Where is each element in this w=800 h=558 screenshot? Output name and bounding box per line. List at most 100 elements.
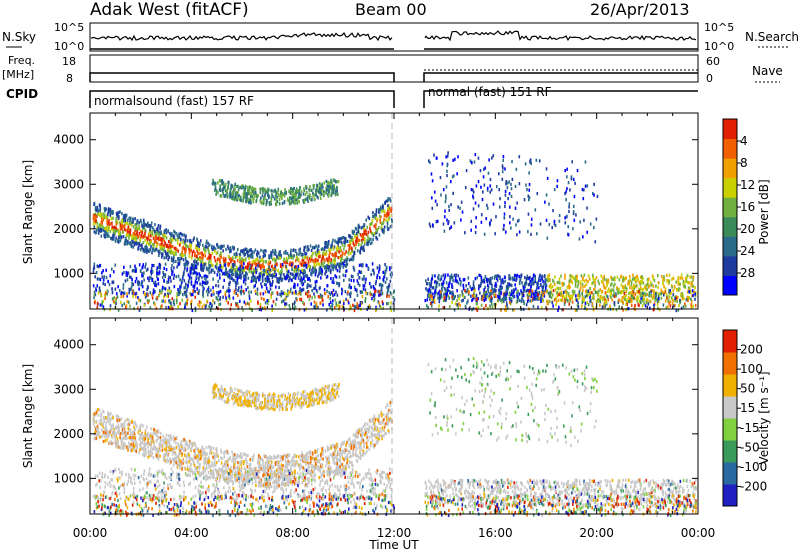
nave-tick-bottom: 0 [706, 72, 713, 85]
range-gate-cell [457, 274, 459, 277]
range-gate-cell [372, 238, 374, 241]
range-gate-cell [320, 197, 322, 200]
range-gate-cell [113, 270, 115, 273]
range-gate-cell [96, 221, 98, 224]
range-gate-cell [519, 278, 521, 281]
nsky-tick-bottom: 10^0 [54, 40, 84, 53]
range-gate-cell [313, 292, 315, 295]
range-gate-cell [504, 201, 506, 204]
range-gate-cell [584, 285, 586, 288]
range-gate-cell [381, 210, 383, 213]
range-gate-cell [528, 171, 530, 174]
range-gate-cell [184, 266, 186, 269]
range-gate-cell [154, 248, 156, 251]
range-gate-cell [597, 195, 599, 198]
range-gate-cell [223, 257, 225, 260]
range-gate-cell [538, 297, 540, 300]
range-gate-cell [327, 295, 329, 298]
range-gate-cell [634, 292, 636, 295]
range-gate-cell [357, 302, 359, 305]
range-gate-cell [271, 189, 273, 192]
range-gate-cell [158, 294, 160, 297]
range-gate-cell [450, 225, 452, 228]
range-gate-cell [275, 194, 277, 197]
range-gate-cell [504, 205, 506, 208]
range-gate-cell [564, 169, 566, 172]
range-gate-cell [636, 284, 638, 287]
range-gate-cell [191, 277, 193, 280]
range-gate-cell [511, 289, 513, 292]
range-gate-cell [308, 265, 310, 268]
range-gate-cell [471, 188, 473, 191]
range-gate-cell [305, 245, 307, 248]
range-gate-cell [175, 260, 177, 263]
range-gate-cell [516, 168, 518, 171]
range-gate-cell [152, 296, 154, 299]
range-gate-cell [536, 159, 538, 162]
range-gate-cell [437, 296, 439, 299]
range-gate-cell [362, 295, 364, 298]
range-gate-cell [353, 243, 355, 246]
range-gate-cell [669, 274, 671, 277]
range-gate-cell [556, 286, 558, 289]
range-gate-cell [158, 266, 160, 269]
range-gate-cell [486, 204, 488, 207]
range-gate-cell [186, 267, 188, 270]
range-gate-cell [383, 231, 385, 234]
range-gate-cell [690, 303, 692, 306]
range-gate-cell [655, 285, 657, 288]
range-gate-cell [438, 305, 440, 308]
range-gate-cell [555, 288, 557, 291]
range-gate-cell [380, 283, 382, 286]
range-gate-cell [380, 206, 382, 209]
range-gate-cell [270, 199, 272, 202]
range-gate-cell [258, 278, 260, 281]
range-gate-cell [202, 269, 204, 272]
range-gate-cell [309, 269, 311, 272]
range-gate-cell [374, 297, 376, 300]
range-gate-cell [504, 276, 506, 279]
range-gate-cell [593, 297, 595, 300]
range-gate-cell [303, 272, 305, 275]
range-gate-cell [284, 200, 286, 203]
range-gate-cell [599, 300, 601, 303]
range-gate-cell [500, 279, 502, 282]
range-gate-cell [262, 264, 264, 267]
range-gate-cell [472, 294, 474, 297]
range-gate-cell [447, 151, 449, 154]
range-gate-cell [326, 284, 328, 287]
range-gate-cell [358, 239, 360, 242]
range-gate-cell [144, 266, 146, 269]
range-gate-cell [554, 276, 556, 279]
range-gate-cell [458, 302, 460, 305]
range-gate-cell [223, 279, 225, 282]
range-gate-cell [310, 189, 312, 192]
range-gate-cell [359, 225, 361, 228]
range-gate-cell [173, 274, 175, 277]
range-gate-cell [159, 271, 161, 274]
range-gate-cell [149, 241, 151, 244]
range-gate-cell [123, 271, 125, 274]
range-gate-cell [324, 253, 326, 256]
range-gate-cell [510, 227, 512, 230]
range-gate-cell [532, 289, 534, 292]
range-gate-cell [245, 282, 247, 285]
range-gate-cell [426, 282, 428, 285]
range-gate-cell [127, 234, 129, 237]
range-gate-cell [337, 256, 339, 259]
range-gate-cell [123, 231, 125, 234]
range-gate-cell [332, 294, 334, 297]
range-gate-cell [146, 246, 148, 249]
range-gate-cell [303, 269, 305, 272]
range-gate-cell [465, 186, 467, 189]
range-gate-cell [213, 245, 215, 248]
range-gate-cell [178, 263, 180, 266]
range-gate-cell [544, 274, 546, 277]
range-gate-cell [382, 284, 384, 287]
range-gate-cell [615, 292, 617, 295]
range-gate-cell [116, 292, 118, 295]
range-gate-cell [282, 202, 284, 205]
range-gate-cell [312, 259, 314, 262]
range-gate-cell [249, 254, 251, 257]
range-gate-cell [641, 275, 643, 278]
